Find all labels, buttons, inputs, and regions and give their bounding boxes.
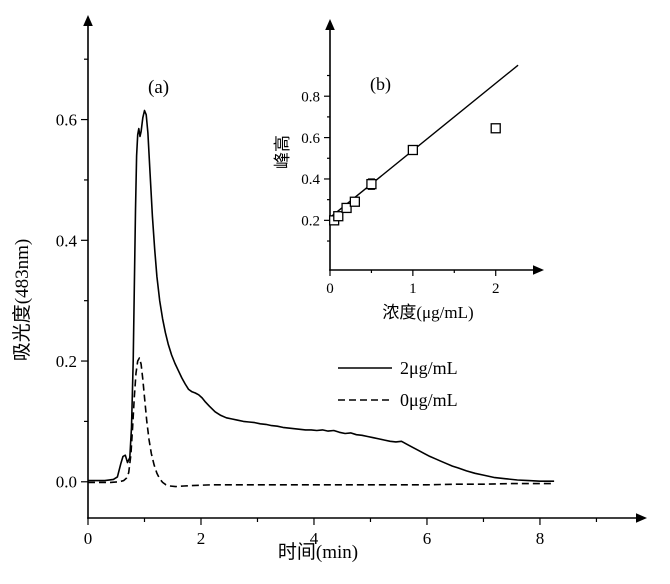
x-tick-label: 6: [423, 529, 432, 548]
ticks: 0 2 4 6 8 0.0 0.2 0.4 0.6: [56, 58, 598, 548]
data-point: [349, 196, 361, 207]
y-axis-arrow: [83, 15, 93, 26]
x-tick-label: 2: [492, 281, 500, 297]
series-line-dashed: [88, 357, 555, 488]
x-tick-label: 8: [536, 529, 545, 548]
panel-label-b: (b): [370, 74, 391, 95]
y-tick-label: 0.6: [301, 131, 320, 147]
data-point: [366, 178, 377, 190]
square-marker: [490, 123, 501, 134]
x-tick-label: 0: [84, 529, 93, 548]
fit-line: [331, 64, 519, 217]
chromatogram-panel: 0 2 4 6 8 0.0 0.2 0.4 0.6: [56, 15, 647, 548]
x-axis-arrow: [636, 513, 647, 523]
y-axis-label-inset: 峰高: [273, 135, 292, 169]
y-tick-label: 0.8: [301, 89, 320, 105]
x-tick-label: 1: [409, 281, 417, 297]
series-line-solid: [88, 109, 555, 482]
x-axis-arrow: [533, 265, 544, 275]
square-marker: [349, 196, 361, 207]
data-point: [407, 144, 419, 156]
y-axis-arrow: [325, 19, 335, 30]
data-point: [333, 211, 344, 222]
ticks: 0 1 2 0.2 0.4 0.6 0.8: [301, 74, 500, 297]
x-tick-label: 2: [197, 529, 206, 548]
data-point: [490, 123, 501, 134]
y-tick-label: 0.6: [56, 111, 77, 130]
square-marker: [333, 211, 344, 222]
legend-label-dashed: 0μg/mL: [400, 390, 458, 410]
data-point: [341, 202, 352, 214]
x-tick-label: 4: [310, 529, 319, 548]
y-tick-label: 0.0: [56, 473, 77, 492]
panel-label-a: (a): [148, 77, 169, 98]
square-marker: [366, 178, 377, 190]
legend-label-solid: 2μg/mL: [400, 358, 458, 378]
square-marker: [407, 144, 419, 156]
legend: 2μg/mL 0μg/mL: [338, 358, 458, 410]
x-axis-label-inset: 浓度(μg/mL): [382, 303, 473, 322]
y-tick-label: 0.2: [301, 214, 320, 230]
labels-layer: 时间(min) 吸光度(483nm) (a) 浓度(μg/mL) 峰高 (b) …: [11, 74, 474, 563]
y-axis-label-main: 吸光度(483nm): [11, 239, 33, 361]
square-marker: [341, 202, 352, 214]
y-tick-label: 0.4: [301, 172, 320, 188]
x-tick-label: 0: [326, 281, 334, 297]
calibration-panel: 0 1 2 0.2 0.4 0.6 0.8: [301, 19, 544, 297]
x-axis-label-main: 时间(min): [278, 541, 358, 563]
y-tick-label: 0.4: [56, 231, 78, 250]
y-tick-label: 0.2: [56, 352, 77, 371]
